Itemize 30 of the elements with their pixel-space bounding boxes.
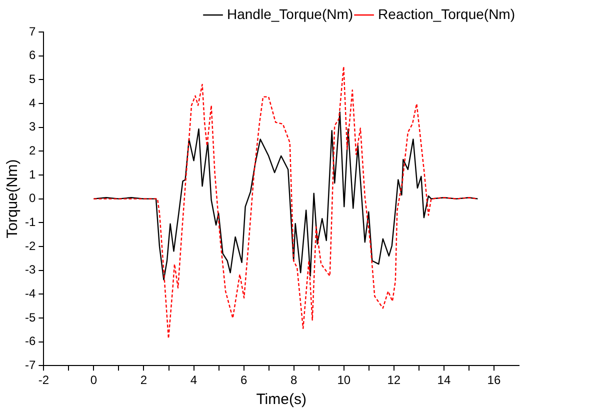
y-tick-label: -3 — [25, 262, 36, 277]
y-tick-label: 3 — [28, 120, 36, 134]
x-tick-label: 14 — [437, 373, 451, 388]
x-tick-label: 2 — [140, 373, 148, 388]
y-tick-label: 6 — [28, 48, 36, 62]
x-tick-label: 16 — [487, 373, 501, 388]
y-tick-label: 1 — [28, 167, 36, 182]
y-tick-label: 2 — [28, 143, 36, 158]
y-tick-label: 7 — [28, 24, 36, 38]
y-tick-label: -1 — [25, 214, 36, 229]
y-tick-label: 5 — [28, 72, 36, 86]
x-tick-label: 6 — [240, 373, 248, 388]
x-tick-label: -2 — [38, 373, 50, 388]
x-tick-label: 8 — [290, 373, 298, 388]
x-tick-label: 0 — [90, 373, 98, 388]
line-series — [93, 66, 478, 340]
legend-label: Handle_Torque(Nm) — [227, 6, 354, 22]
x-tick-label: 4 — [190, 373, 198, 388]
legend-label: Reaction_Torque(Nm) — [378, 6, 516, 22]
x-tick-label: 12 — [387, 373, 401, 388]
y-axis-title: Torque(Nm) — [4, 159, 22, 238]
x-axis-title: Time(s) — [256, 391, 306, 408]
x-tick-label: 10 — [337, 373, 351, 388]
y-tick-label: -4 — [25, 286, 36, 300]
y-tick-label: 0 — [28, 191, 36, 206]
y-tick-label: -6 — [25, 334, 36, 348]
y-tick-label: -5 — [25, 310, 36, 324]
y-tick-label: -7 — [25, 358, 36, 372]
y-tick-label: 4 — [28, 96, 36, 110]
y-tick-label: -2 — [25, 238, 36, 253]
